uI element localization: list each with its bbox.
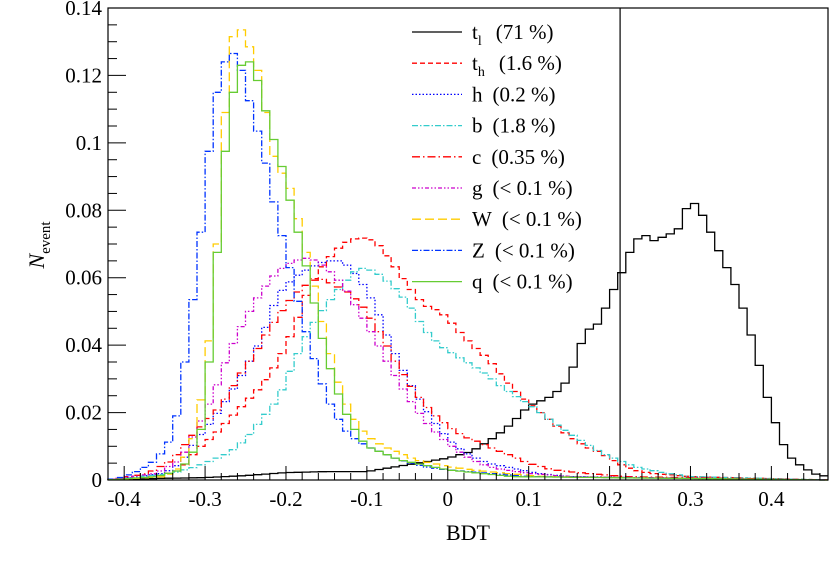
y-tick-label: 0 [92,468,103,492]
series-line-q [107,61,828,481]
legend-label-h: h (0.2 %) [472,82,555,106]
legend-name: h [472,82,483,106]
series-line-h [107,260,828,481]
legend-subscript: h [478,65,485,80]
y-tick-label: 0.12 [65,63,102,87]
legend-label-tl: tl (71 %) [472,20,553,49]
plot-area [107,29,828,481]
legend-label-b: b (1.8 %) [472,114,555,138]
x-tick-label: 0.2 [596,487,622,511]
legend-name: g [472,176,483,200]
x-tick-label: -0.2 [269,487,302,511]
legend-label-g: g (< 0.1 %) [472,176,573,200]
x-tick-label: 0 [443,487,454,511]
x-axis-ticks: -0.4 -0.3 -0.2 -0.1 0 0.1 0.2 0.3 0.4 [107,466,821,511]
y-tick-label: 0.02 [65,401,102,425]
y-tick-label: 0.04 [65,333,102,357]
x-tick-label: -0.4 [108,487,142,511]
y-tick-label: 0.08 [65,198,102,222]
legend-fraction: (< 0.1 %) [495,238,575,262]
y-axis-label: Nevent [24,221,54,270]
legend-label-Z: Z (< 0.1 %) [472,238,575,262]
legend: tl (71 %)th (1.6 %)h (0.2 %)b (1.8 %)c (0.35 … [412,20,582,294]
y-axis-ticks: 0 0.02 0.04 0.06 0.08 0.1 0.12 0.14 [65,0,126,492]
legend-subscript: l [478,34,482,49]
legend-label-q: q (< 0.1 %) [472,270,573,294]
legend-name: c [472,145,481,169]
x-tick-label: 0.3 [677,487,703,511]
legend-fraction: (1.8 %) [493,114,556,138]
legend-fraction: (1.6 %) [499,51,562,75]
series-line-th [107,237,828,481]
x-tick-label: 0.1 [516,487,542,511]
y-axis-label-sub: event [38,221,54,254]
legend-name: W [472,207,492,231]
series-line-g [107,257,828,481]
x-tick-label: -0.3 [188,487,221,511]
legend-fraction: (< 0.1 %) [493,270,573,294]
x-tick-label: 0.4 [758,487,785,511]
legend-name: b [472,114,483,138]
series-line-c [107,278,828,481]
legend-fraction: (0.2 %) [493,82,556,106]
legend-label-c: c (0.35 %) [472,145,565,169]
legend-name: t [472,20,478,44]
y-tick-label: 0.06 [65,266,102,290]
series-line-b [107,267,828,481]
legend-label-W: W (< 0.1 %) [472,207,582,231]
legend-fraction: (0.35 %) [491,145,564,169]
legend-fraction: (71 %) [496,20,554,44]
series-line-Z [107,52,828,481]
legend-label-th: th (1.6 %) [472,51,562,80]
y-tick-label: 0.14 [65,0,102,20]
legend-name: Z [472,238,485,262]
x-axis-label: BDT [446,520,491,545]
x-tick-label: -0.1 [350,487,383,511]
series-line-W [107,29,828,481]
y-axis-label-main: N [24,253,49,270]
legend-name: t [472,51,478,75]
y-tick-label: 0.1 [76,131,102,155]
legend-name: q [472,270,483,294]
legend-fraction: (< 0.1 %) [493,176,573,200]
legend-fraction: (< 0.1 %) [502,207,582,231]
